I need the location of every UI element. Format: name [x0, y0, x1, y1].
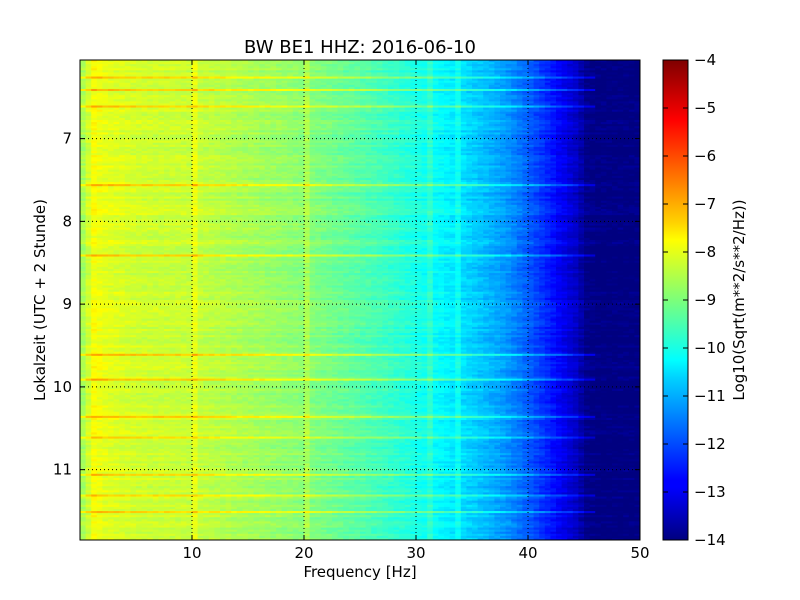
spectrogram-image [80, 60, 641, 541]
chart-title: BW BE1 HHZ: 2016-06-10 [244, 37, 476, 58]
